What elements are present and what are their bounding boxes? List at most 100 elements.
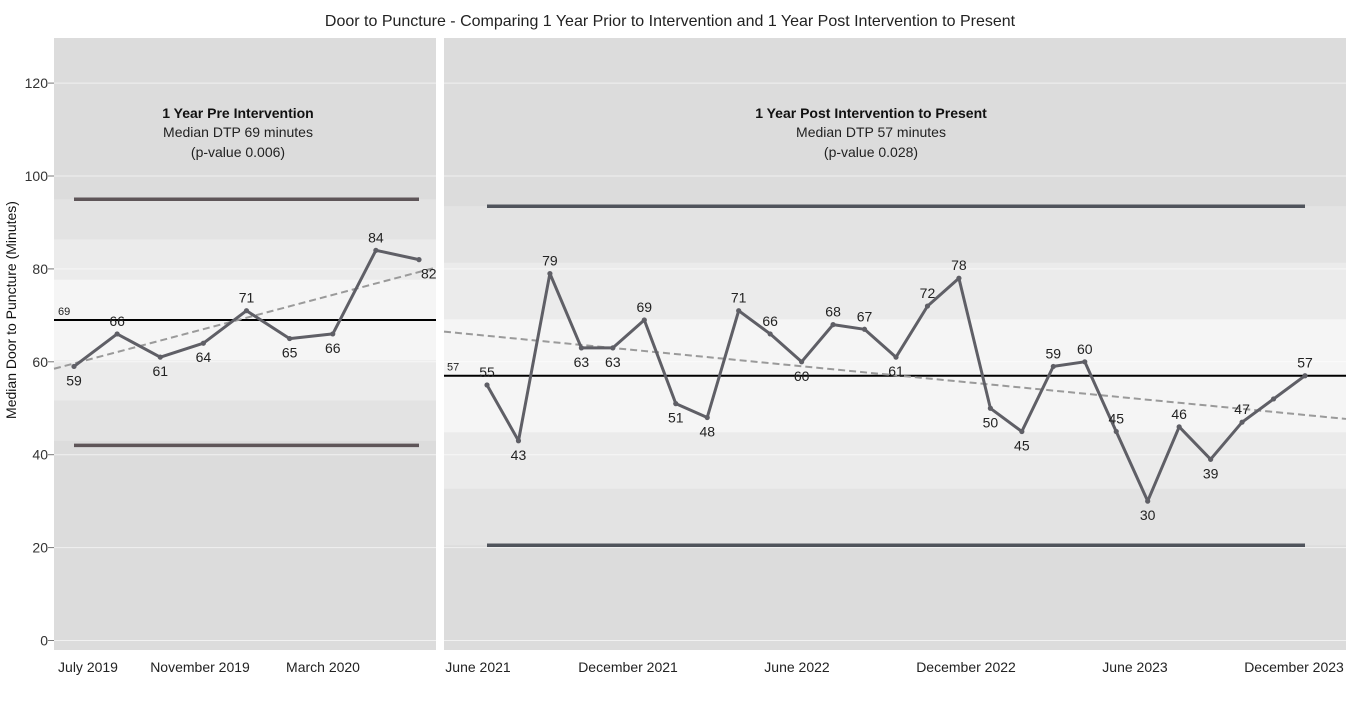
y-tick-label: 80 xyxy=(32,261,48,277)
y-tick-label: 120 xyxy=(25,75,49,91)
x-tick-label: March 2020 xyxy=(286,659,360,675)
data-point xyxy=(200,340,206,346)
data-label: 43 xyxy=(511,447,527,463)
panel-pre-intervention: 69 59 66 61 64 71 65 66 84 82 1 Year Pre Intervent… xyxy=(53,38,437,675)
annotation-pvalue: (p-value 0.028) xyxy=(824,144,918,160)
data-point xyxy=(578,345,584,351)
data-label: 66 xyxy=(109,313,125,329)
data-point xyxy=(893,354,899,360)
data-label: 82 xyxy=(421,266,437,282)
data-point xyxy=(1050,363,1056,370)
y-tick-label: 100 xyxy=(25,168,49,184)
median-label: 57 xyxy=(447,362,459,374)
data-label: 39 xyxy=(1203,465,1219,481)
data-point xyxy=(1019,428,1025,435)
data-label: 64 xyxy=(196,349,212,365)
data-label: 71 xyxy=(239,290,255,306)
x-tick-label: June 2022 xyxy=(764,659,830,675)
data-point xyxy=(641,317,647,323)
data-point xyxy=(673,401,679,407)
data-point xyxy=(114,331,120,337)
panel-post-intervention: 57 55 43 79 63 63 69 51 48 71 66 60 68 67 61 72 78 50 45 59… xyxy=(443,38,1347,675)
data-point xyxy=(987,405,993,411)
y-tick-label: 0 xyxy=(40,633,48,649)
data-label: 66 xyxy=(762,313,778,329)
data-point xyxy=(956,275,962,281)
data-point xyxy=(1239,419,1245,425)
data-point xyxy=(416,257,422,263)
data-label: 61 xyxy=(152,363,168,379)
data-point xyxy=(610,345,616,351)
data-label: 59 xyxy=(1046,345,1062,361)
data-point xyxy=(373,247,379,253)
data-point xyxy=(243,308,250,314)
y-axis: 0 20 40 60 80 100 120 xyxy=(25,75,54,649)
data-point xyxy=(1270,396,1277,402)
data-label: 51 xyxy=(668,410,684,426)
data-label: 63 xyxy=(605,354,621,370)
annotation-pvalue: (p-value 0.006) xyxy=(191,144,285,160)
data-point xyxy=(547,270,553,277)
data-point xyxy=(736,308,742,314)
data-label: 57 xyxy=(1297,355,1313,371)
chart-title: Door to Puncture - Comparing 1 Year Prio… xyxy=(325,13,1016,30)
data-label: 78 xyxy=(951,257,967,273)
x-tick-label: June 2021 xyxy=(445,659,511,675)
median-label: 69 xyxy=(58,306,70,318)
data-label: 84 xyxy=(368,229,384,245)
data-point xyxy=(157,354,163,360)
data-label: 50 xyxy=(983,414,999,430)
data-label: 46 xyxy=(1171,406,1187,422)
data-point xyxy=(1302,373,1308,379)
data-label: 72 xyxy=(920,285,936,301)
data-point xyxy=(1082,359,1088,365)
data-point xyxy=(287,335,293,342)
data-label: 67 xyxy=(857,308,873,324)
data-point xyxy=(484,382,490,388)
data-point xyxy=(330,331,336,337)
data-point xyxy=(1113,428,1119,435)
y-tick-label: 20 xyxy=(32,540,48,556)
annotation-title: 1 Year Pre Intervention xyxy=(162,105,313,121)
data-point xyxy=(704,414,710,421)
x-tick-label: June 2023 xyxy=(1102,659,1168,675)
data-label: 47 xyxy=(1234,401,1250,417)
data-point xyxy=(830,322,836,328)
data-label: 79 xyxy=(542,253,558,269)
data-label: 30 xyxy=(1140,507,1156,523)
data-point xyxy=(799,359,805,365)
data-label: 55 xyxy=(479,364,495,380)
annotation-median: Median DTP 57 minutes xyxy=(796,124,946,140)
data-label: 71 xyxy=(731,290,747,306)
annotation-median: Median DTP 69 minutes xyxy=(163,124,313,140)
data-point xyxy=(924,303,931,309)
data-label: 60 xyxy=(794,368,810,384)
data-label: 61 xyxy=(888,363,904,379)
data-label: 65 xyxy=(282,345,298,361)
data-point xyxy=(515,438,522,444)
x-tick-label: December 2022 xyxy=(916,659,1016,675)
x-tick-label: December 2021 xyxy=(578,659,678,675)
annotation-title: 1 Year Post Intervention to Present xyxy=(755,105,987,121)
data-label: 63 xyxy=(574,354,590,370)
data-point xyxy=(1145,498,1151,504)
data-label: 59 xyxy=(66,372,82,388)
y-tick-label: 40 xyxy=(32,447,48,463)
data-point xyxy=(1208,456,1214,462)
y-tick-label: 60 xyxy=(32,354,48,370)
data-label: 66 xyxy=(325,340,341,356)
y-axis-label: Median Door to Puncture (Minutes) xyxy=(3,201,19,419)
data-label: 45 xyxy=(1014,437,1030,453)
data-label: 68 xyxy=(825,304,841,320)
x-tick-label: December 2023 xyxy=(1244,659,1344,675)
data-point xyxy=(767,331,773,337)
data-point xyxy=(861,326,868,332)
data-label: 69 xyxy=(637,299,653,315)
x-tick-label: July 2019 xyxy=(58,659,118,675)
trend-line xyxy=(443,330,1347,420)
data-point xyxy=(71,363,77,370)
data-label: 48 xyxy=(699,424,715,440)
data-label: 60 xyxy=(1077,341,1093,357)
data-label: 45 xyxy=(1108,410,1124,426)
